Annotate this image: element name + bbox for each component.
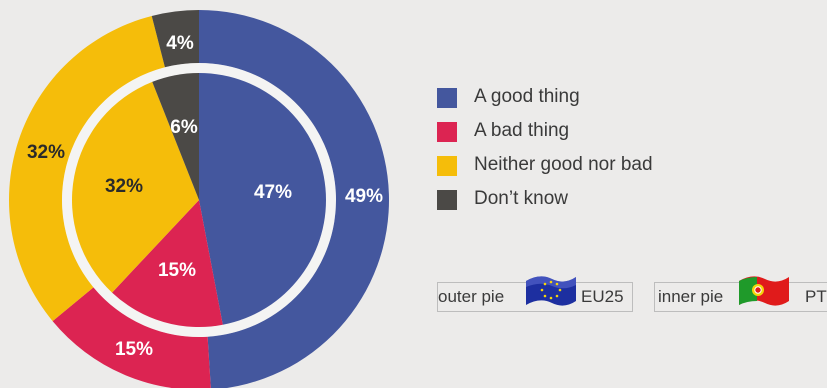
pie-chart: 49% 15% 32% 4% 47% 15% 32% 6% (8, 10, 389, 388)
outer-pie-key: outer pie EU25 (437, 276, 633, 312)
outer-slice-good (199, 10, 389, 388)
inner-label-neither: 32% (105, 176, 143, 197)
legend-swatch-bad (437, 122, 457, 142)
legend-swatch-neither (437, 156, 457, 176)
inner-slice-neither (72, 81, 199, 293)
outer-pie-key-code: EU25 (581, 287, 624, 306)
inner-slice-bad (112, 200, 223, 327)
inner-pie (72, 73, 327, 327)
slice-labels: 49% 15% 32% 4% 47% 15% 32% 6% (27, 33, 383, 360)
outer-label-dontknow: 4% (166, 33, 194, 54)
legend-label: A bad thing (474, 120, 570, 141)
outer-label-good: 49% (345, 186, 383, 207)
outer-pie-key-label: outer pie (438, 287, 505, 306)
outer-slice-neither (8, 15, 165, 322)
inner-label-bad: 15% (158, 260, 196, 281)
legend-swatch-dontknow (437, 190, 457, 210)
outer-pie (8, 10, 389, 388)
inner-slice-good (199, 73, 327, 325)
eu-flag-icon (526, 276, 576, 306)
ring-separator (62, 63, 336, 337)
outer-slice-dontknow (151, 10, 199, 68)
inner-pie-key: inner pie PT (654, 276, 827, 312)
inner-slice-dontknow (152, 73, 199, 200)
inner-pie-key-code: PT (805, 287, 827, 306)
inner-label-good: 47% (254, 182, 292, 203)
outer-label-neither: 32% (27, 142, 65, 163)
inner-label-dontknow: 6% (170, 117, 198, 138)
outer-slice-bad (52, 287, 211, 388)
inner-pie-key-label: inner pie (658, 287, 724, 306)
portugal-flag-icon (739, 276, 789, 306)
legend-swatch-good (437, 88, 457, 108)
legend-label: Don’t know (474, 188, 568, 209)
outer-label-bad: 15% (115, 339, 153, 360)
legend-label: A good thing (474, 86, 580, 107)
legend-label: Neither good nor bad (474, 154, 653, 175)
